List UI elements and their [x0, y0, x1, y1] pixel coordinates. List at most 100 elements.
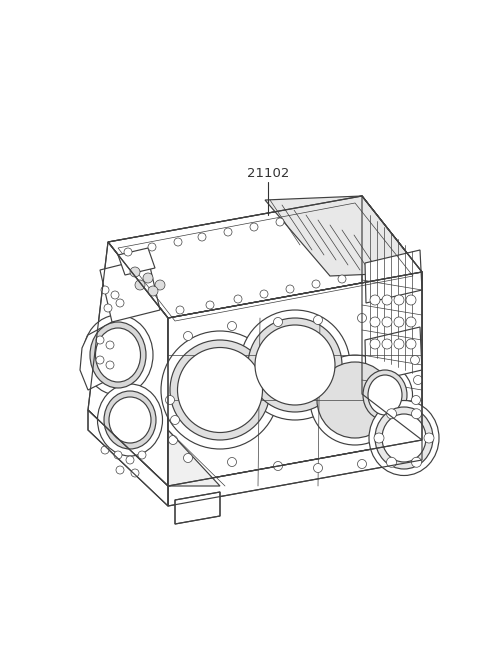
Circle shape [382, 339, 392, 349]
Ellipse shape [104, 391, 156, 449]
Circle shape [234, 295, 242, 303]
Circle shape [338, 275, 346, 283]
Circle shape [106, 361, 114, 369]
Circle shape [406, 295, 416, 305]
Circle shape [96, 356, 104, 364]
Circle shape [382, 317, 392, 327]
Polygon shape [88, 410, 168, 506]
Circle shape [413, 375, 422, 384]
Circle shape [370, 317, 380, 327]
Circle shape [183, 453, 192, 462]
Circle shape [224, 228, 232, 236]
Circle shape [206, 301, 214, 309]
Circle shape [143, 273, 153, 283]
Circle shape [131, 469, 139, 477]
Circle shape [148, 243, 156, 251]
Circle shape [358, 460, 367, 468]
Polygon shape [362, 196, 422, 440]
Circle shape [409, 415, 419, 424]
Circle shape [286, 285, 294, 293]
Ellipse shape [368, 375, 402, 415]
Circle shape [274, 462, 283, 470]
Circle shape [174, 238, 182, 246]
Ellipse shape [310, 355, 400, 445]
Polygon shape [168, 430, 220, 486]
Circle shape [183, 331, 192, 341]
Circle shape [114, 451, 122, 459]
Ellipse shape [369, 400, 439, 476]
Text: 21102: 21102 [247, 167, 289, 180]
Circle shape [274, 318, 283, 326]
Circle shape [130, 267, 140, 277]
Ellipse shape [161, 331, 279, 449]
Polygon shape [80, 322, 120, 390]
Ellipse shape [358, 365, 412, 425]
Ellipse shape [178, 348, 263, 432]
Circle shape [228, 322, 237, 331]
Circle shape [411, 409, 421, 419]
Circle shape [198, 233, 206, 241]
Circle shape [394, 295, 404, 305]
Circle shape [138, 451, 146, 459]
Circle shape [313, 316, 323, 324]
Circle shape [126, 456, 134, 464]
Circle shape [386, 409, 396, 419]
Ellipse shape [96, 328, 141, 382]
Polygon shape [118, 248, 155, 275]
Circle shape [170, 415, 180, 424]
Circle shape [116, 299, 124, 307]
Ellipse shape [90, 322, 146, 388]
Circle shape [96, 336, 104, 344]
Ellipse shape [83, 315, 153, 395]
Circle shape [250, 223, 258, 231]
Circle shape [166, 396, 175, 405]
Ellipse shape [255, 325, 335, 405]
Circle shape [260, 290, 268, 298]
Ellipse shape [97, 384, 163, 456]
Ellipse shape [382, 414, 426, 462]
Circle shape [101, 446, 109, 454]
Circle shape [358, 314, 367, 322]
Circle shape [312, 280, 320, 288]
Polygon shape [88, 242, 168, 486]
Ellipse shape [363, 370, 407, 420]
Circle shape [424, 433, 434, 443]
Circle shape [124, 248, 132, 256]
Polygon shape [175, 492, 220, 524]
Circle shape [101, 286, 109, 294]
Ellipse shape [375, 407, 433, 469]
Circle shape [410, 356, 420, 364]
Ellipse shape [109, 397, 151, 443]
Circle shape [111, 291, 119, 299]
Circle shape [394, 339, 404, 349]
Circle shape [116, 466, 124, 474]
Circle shape [155, 280, 165, 290]
Polygon shape [100, 258, 160, 322]
Polygon shape [108, 196, 422, 318]
Circle shape [406, 317, 416, 327]
Circle shape [406, 339, 416, 349]
Polygon shape [168, 272, 422, 486]
Circle shape [411, 457, 421, 467]
Polygon shape [365, 250, 422, 303]
Polygon shape [265, 196, 422, 276]
Circle shape [386, 457, 396, 467]
Circle shape [370, 339, 380, 349]
Circle shape [313, 464, 323, 472]
Ellipse shape [240, 310, 350, 420]
Circle shape [106, 341, 114, 349]
Circle shape [168, 436, 178, 445]
Circle shape [148, 286, 158, 296]
Circle shape [374, 433, 384, 443]
Circle shape [276, 218, 284, 226]
Polygon shape [168, 440, 422, 506]
Circle shape [394, 317, 404, 327]
Circle shape [411, 396, 420, 405]
Circle shape [104, 304, 112, 312]
Circle shape [370, 295, 380, 305]
Circle shape [382, 295, 392, 305]
Circle shape [135, 280, 145, 290]
Circle shape [228, 457, 237, 466]
Ellipse shape [248, 318, 342, 412]
Ellipse shape [317, 362, 393, 438]
